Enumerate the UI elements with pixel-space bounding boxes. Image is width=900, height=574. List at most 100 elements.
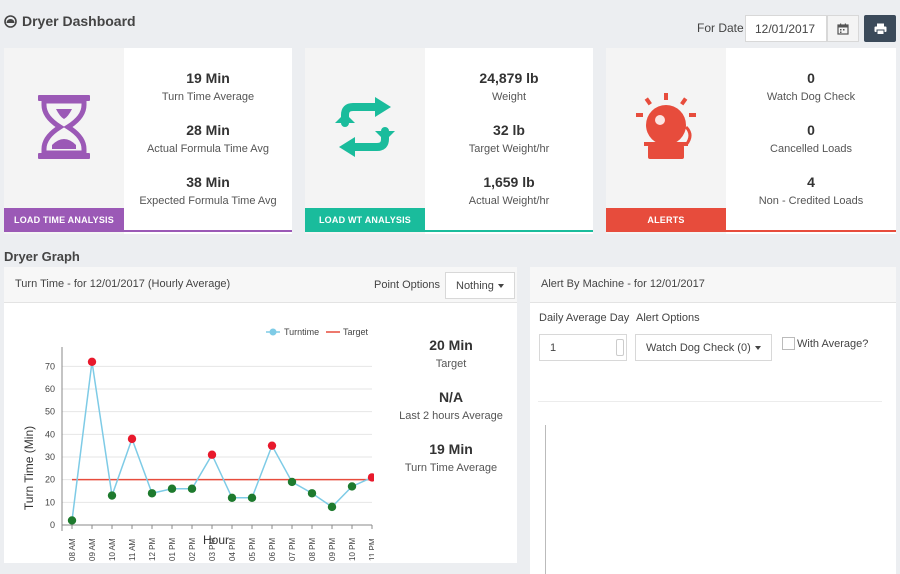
y-axis-label: Turn Time (Min) (22, 426, 36, 510)
y-tick-label: 20 (45, 475, 55, 485)
x-tick-label: 07 PM (288, 538, 297, 561)
turntime-data-point (347, 482, 357, 491)
metric-watch-dog-check: 0 Watch Dog Check (726, 70, 896, 103)
x-axis-label: Hour (203, 533, 229, 547)
y-tick-label: 30 (45, 452, 55, 462)
metric-label: Target Weight/hr (468, 143, 550, 155)
calendar-button[interactable] (827, 15, 859, 42)
metric-label: Actual Weight/hr (468, 195, 550, 207)
card-alerts: ALERTS 0 Watch Dog Check 0 Cancelled Loa… (606, 48, 896, 234)
card-load-wt-analysis: LOAD WT ANALYSIS 24,879 lb Weight 32 lb … (305, 48, 593, 234)
metric-label: Turn Time Average (161, 91, 255, 103)
y-tick-label: 60 (45, 384, 55, 394)
turntime-data-point (107, 491, 117, 500)
turntime-data-point (227, 493, 237, 502)
legend-target-label: Target (343, 327, 369, 337)
panel-title: Turn Time - for 12/01/2017 (Hourly Avera… (15, 278, 231, 290)
card-accent-bar (726, 230, 896, 232)
side-metric-last-2-hours: N/A Last 2 hours Average (376, 389, 526, 422)
y-tick-label: 70 (45, 361, 55, 371)
hourglass-icon (32, 93, 96, 161)
x-tick-label: 11 AM (128, 539, 137, 561)
metric-label: Target (435, 358, 467, 370)
alert-options-value: Watch Dog Check (0) (646, 342, 751, 354)
metric-value: 19 Min (186, 70, 230, 86)
load-wt-analysis-tab[interactable]: LOAD WT ANALYSIS (305, 208, 425, 232)
metric-value: 38 Min (186, 174, 230, 190)
section-title: Dryer Graph (4, 249, 80, 264)
panel-title: Alert By Machine - for 12/01/2017 (541, 278, 705, 290)
x-tick-label: 06 PM (268, 538, 277, 561)
daily-average-day-label: Daily Average Day (539, 312, 630, 324)
x-tick-label: 10 AM (108, 538, 117, 561)
metric-cancelled-loads: 0 Cancelled Loads (726, 122, 896, 155)
dashboard-icon (4, 14, 17, 28)
metric-value: 28 Min (186, 122, 230, 138)
turntime-data-point (167, 484, 177, 493)
metric-label: Turn Time Average (404, 462, 498, 474)
point-options-value: Nothing (456, 280, 494, 292)
metric-label: Non - Credited Loads (758, 195, 864, 207)
y-tick-label: 10 (45, 497, 55, 507)
turntime-data-point (67, 516, 77, 525)
side-metric-turn-time-average: 19 Min Turn Time Average (376, 441, 526, 474)
point-options-label: Point Options (374, 279, 441, 291)
metric-label: Actual Formula Time Avg (146, 143, 270, 155)
alert-chart-area (538, 401, 882, 402)
alarm-bell-icon (634, 93, 698, 161)
for-date-label: For Date (697, 21, 744, 35)
x-tick-label: 02 PM (188, 538, 197, 561)
page-title: Dryer Dashboard (4, 13, 136, 29)
turntime-data-point (187, 484, 197, 493)
date-input[interactable]: 12/01/2017 (745, 15, 827, 42)
metric-value: 0 (807, 122, 815, 138)
card-accent-bar (425, 230, 593, 232)
metric-value: 24,879 lb (479, 70, 539, 86)
legend-turntime-label: Turntime (284, 327, 319, 337)
x-tick-label: 01 PM (168, 538, 177, 561)
metric-weight: 24,879 lb Weight (425, 70, 593, 103)
print-icon (874, 23, 886, 35)
x-tick-label: 05 PM (248, 538, 257, 561)
turntime-data-point (307, 489, 317, 498)
with-average-checkbox[interactable] (782, 337, 795, 350)
turntime-data-point (367, 473, 374, 482)
turntime-data-point (267, 441, 277, 450)
point-options-select[interactable]: Nothing (445, 272, 515, 299)
x-tick-label: 08 PM (308, 538, 317, 561)
metric-actual-formula-time: 28 Min Actual Formula Time Avg (124, 122, 292, 155)
print-button[interactable] (864, 15, 896, 42)
x-tick-label: 11 PM (368, 538, 374, 561)
page-title-text: Dryer Dashboard (22, 13, 136, 29)
chevron-down-icon (754, 346, 761, 351)
metric-value: 4 (807, 174, 815, 190)
alerts-tab[interactable]: ALERTS (606, 208, 726, 232)
turntime-data-point (147, 489, 157, 498)
x-tick-label: 09 PM (328, 538, 337, 561)
y-tick-label: 0 (50, 520, 55, 530)
side-metric-target: 20 Min Target (376, 337, 526, 370)
alert-options-select[interactable]: Watch Dog Check (0) (635, 334, 772, 361)
metric-value: 20 Min (429, 337, 473, 353)
with-average-label: With Average? (797, 338, 869, 350)
load-time-analysis-tab[interactable]: LOAD TIME ANALYSIS (4, 208, 124, 232)
metric-value: 19 Min (429, 441, 473, 457)
x-tick-label: 12 PM (148, 538, 157, 561)
turntime-data-point (127, 434, 137, 444)
y-tick-label: 40 (45, 429, 55, 439)
header: Dryer Dashboard For Date 12/01/2017 (0, 0, 900, 46)
alert-options-label: Alert Options (636, 312, 700, 324)
turntime-data-point (327, 502, 337, 512)
daily-average-day-value: 1 (550, 342, 557, 354)
x-tick-label: 04 PM (228, 538, 237, 561)
metric-label: Cancelled Loads (770, 143, 852, 155)
calendar-icon (837, 23, 849, 35)
turntime-series-line (71, 361, 373, 521)
metric-label: Last 2 hours Average (399, 410, 503, 422)
daily-average-day-input[interactable]: 1 (539, 334, 627, 361)
chevron-down-icon (497, 284, 504, 289)
stepper-icon[interactable] (616, 339, 624, 356)
card-accent-bar (124, 230, 292, 232)
panel-header: Turn Time - for 12/01/2017 (Hourly Avera… (4, 267, 517, 303)
metric-value: 0 (807, 70, 815, 86)
